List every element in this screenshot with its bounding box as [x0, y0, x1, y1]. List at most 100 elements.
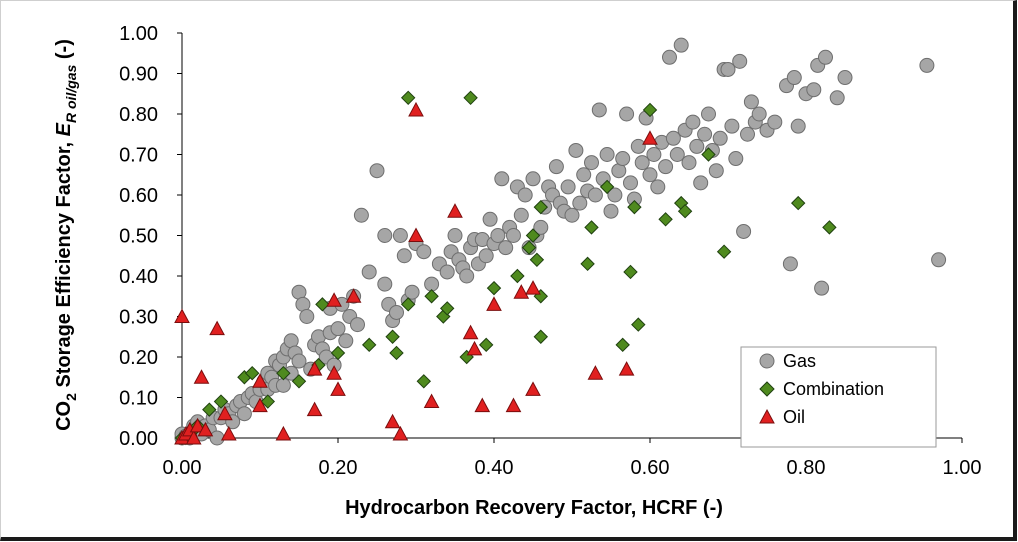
combination-point: [521, 240, 537, 255]
gas-point: [330, 321, 346, 337]
y-tick-label: 0.40: [119, 266, 158, 288]
combination-point: [315, 297, 330, 312]
y-label-suffix: (-): [53, 39, 75, 65]
gas-point: [377, 228, 393, 243]
gas-point: [361, 264, 377, 280]
x-axis-label: Hydrocarbon Recovery Factor, HCRF (-): [345, 497, 723, 519]
gas-point: [619, 106, 635, 122]
oil-point: [252, 397, 268, 413]
oil-point: [587, 365, 604, 380]
gas-point: [790, 118, 806, 134]
gas-point: [494, 171, 510, 187]
oil-point: [486, 296, 502, 311]
x-ticks: 0.00 0.20 0.40 0.60 0.80 1.00: [163, 438, 981, 479]
gas-point: [689, 138, 705, 154]
combination-point: [439, 301, 455, 316]
oil-point: [275, 425, 292, 441]
gas-point: [498, 240, 514, 256]
y-tick-label: 0.30: [119, 307, 158, 329]
oil-point: [306, 401, 323, 417]
gas-point: [591, 102, 607, 118]
oil-point: [642, 130, 658, 145]
gas-point: [584, 155, 599, 171]
legend-gas-label: Gas: [783, 351, 816, 371]
gas-point: [732, 53, 748, 69]
gas-point: [712, 130, 728, 146]
x-tick-label: 0.20: [319, 457, 358, 479]
combination-point: [510, 268, 525, 284]
gas-point: [517, 187, 533, 203]
gas-point: [931, 252, 947, 268]
combination-point: [244, 365, 260, 381]
oil-point: [462, 324, 479, 340]
gas-point: [693, 175, 709, 191]
gas-point: [751, 106, 767, 122]
oil-point: [408, 227, 424, 242]
oil-point: [474, 397, 491, 413]
oil-point: [384, 413, 401, 429]
gas-point: [459, 268, 475, 284]
legend-combination-label: Combination: [783, 379, 884, 399]
gas-point: [634, 155, 650, 171]
gas-point: [513, 207, 529, 223]
gas-point: [525, 171, 541, 187]
gas-point: [681, 155, 697, 171]
y-tick-label: 1.00: [119, 23, 158, 45]
gas-point: [560, 179, 576, 195]
x-tick-label: 0.00: [163, 457, 202, 479]
x-tick-label: 0.80: [787, 457, 826, 479]
y-label-prefix: CO: [53, 401, 75, 431]
gas-point: [490, 228, 506, 243]
oil-point: [189, 417, 206, 433]
gas-point: [447, 228, 463, 243]
combination-point: [529, 252, 545, 268]
oil-point: [185, 429, 202, 445]
legend-gas-marker: [759, 353, 775, 369]
gas-point: [599, 147, 615, 162]
combination-point: [260, 394, 276, 409]
combination-point: [486, 280, 502, 296]
combination-point: [330, 345, 346, 361]
combination-point: [822, 220, 837, 235]
oil-point: [408, 101, 424, 117]
legend-combination-marker: [759, 381, 775, 397]
gas-point: [736, 223, 752, 239]
y-tick-label: 0.90: [119, 64, 158, 86]
legend-oil-label: Oil: [783, 407, 805, 427]
gas-point: [740, 126, 755, 142]
oil-point: [447, 203, 463, 218]
gas-point: [665, 130, 681, 146]
gas-point: [837, 70, 853, 86]
gas-point: [291, 353, 307, 369]
gas-point: [701, 106, 716, 122]
oil-point: [326, 292, 342, 307]
combination-point: [580, 256, 595, 272]
gas-point: [662, 49, 677, 65]
gas-point: [369, 163, 385, 179]
legend-item-combination: Combination: [759, 379, 884, 399]
oil-point: [345, 288, 362, 303]
oil-point: [466, 340, 483, 356]
gas-point: [818, 49, 833, 65]
gas-point: [424, 276, 440, 292]
combination-point: [416, 374, 432, 389]
x-tick-label: 0.40: [475, 457, 514, 479]
gas-point: [615, 151, 631, 167]
combination-point: [400, 90, 416, 106]
legend-item-gas: Gas: [759, 351, 816, 371]
gas-point: [814, 280, 830, 296]
gas-point: [673, 37, 689, 53]
gas-point: [782, 256, 798, 272]
oil-point: [513, 284, 530, 299]
y-tick-label: 0.20: [119, 347, 158, 369]
combination-point: [424, 289, 439, 304]
oil-point: [252, 373, 268, 388]
combination-point: [677, 203, 693, 219]
gas-point: [650, 179, 666, 195]
combination-point: [716, 244, 732, 259]
gas-point: [439, 264, 455, 280]
gas-point: [392, 228, 408, 243]
oil-point: [217, 405, 233, 421]
